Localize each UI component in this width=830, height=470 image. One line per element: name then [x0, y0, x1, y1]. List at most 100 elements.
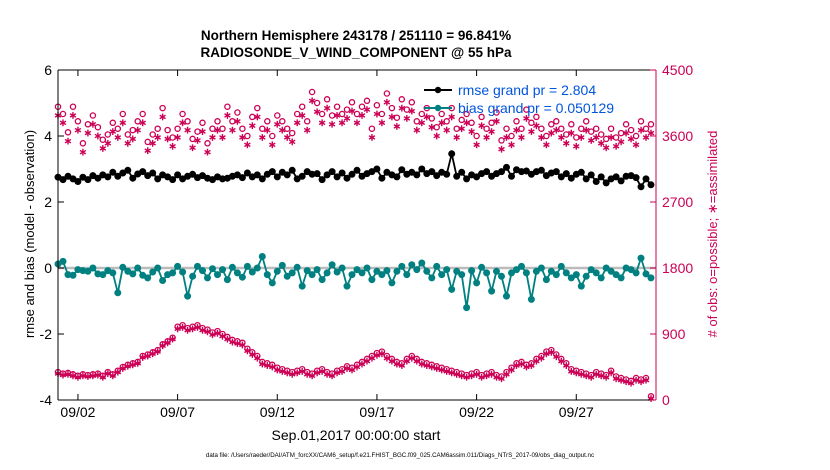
obs-assimilated-marker — [99, 145, 107, 152]
obs-assimilated-marker — [368, 354, 376, 362]
bias-point — [174, 262, 182, 270]
obs-possible-marker — [204, 140, 211, 147]
obs-assimilated-marker-stroke — [204, 329, 211, 335]
obs-assimilated-marker-stroke — [468, 373, 475, 379]
obs-assimilated-marker-stroke — [388, 358, 396, 364]
rmse-point — [258, 175, 266, 183]
rmse-point — [273, 173, 281, 181]
bias-point — [89, 264, 97, 272]
obs-assimilated-marker-stroke — [463, 374, 470, 380]
obs-assimilated-marker-stroke — [273, 367, 281, 373]
bias-point — [527, 295, 535, 303]
obs-possible-marker — [637, 118, 645, 125]
bias-point — [233, 269, 241, 277]
rmse-point — [59, 176, 67, 184]
rmse-point — [114, 172, 122, 180]
bias-point — [547, 267, 555, 275]
rmse-point — [473, 173, 481, 181]
obs-assimilated-marker — [338, 119, 346, 127]
obs-assimilated-marker-stroke — [244, 142, 251, 148]
obs-assimilated-marker-stroke — [513, 127, 520, 133]
bias-point — [532, 267, 540, 275]
obs-assimilated-marker-stroke — [64, 138, 72, 144]
bias-point — [503, 292, 510, 300]
obs-assimilated-marker-stroke — [318, 120, 326, 126]
bias-point — [278, 261, 286, 269]
y-right-tick-label: 2700 — [662, 194, 693, 210]
obs-assimilated-marker — [647, 129, 655, 137]
obs-possible-marker — [94, 123, 102, 131]
obs-assimilated-marker — [94, 132, 102, 140]
obs-assimilated-marker — [84, 129, 92, 137]
rmse-point — [637, 183, 645, 191]
obs-possible-marker — [498, 137, 505, 144]
bias-point — [214, 271, 221, 279]
obs-assimilated-marker — [139, 119, 147, 127]
rmse-point — [373, 165, 381, 173]
bias-point — [398, 262, 406, 270]
data-file-footnote: data file: /Users/raeder/DAI/ATM_forcXX/… — [206, 452, 594, 459]
obs-assimilated-marker — [597, 139, 605, 147]
obs-assimilated-marker — [577, 134, 585, 141]
obs-assimilated-marker-stroke — [553, 127, 560, 133]
bias-point — [288, 269, 296, 277]
obs-assimilated-marker — [563, 139, 570, 147]
obs-assimilated-marker-stroke — [199, 328, 206, 333]
bias-point — [582, 272, 590, 280]
obs-assimilated-marker-stroke — [602, 145, 610, 151]
obs-possible-marker — [199, 119, 206, 127]
rmse-point — [378, 174, 386, 182]
obs-assimilated-marker-stroke — [303, 127, 311, 133]
obs-assimilated-marker — [478, 373, 485, 381]
obs-assimilated-marker-stroke — [144, 353, 151, 359]
obs-assimilated-marker-stroke — [443, 369, 450, 374]
obs-assimilated-marker-stroke — [323, 372, 331, 377]
obs-assimilated-marker — [313, 369, 321, 377]
obs-possible-marker — [214, 118, 221, 125]
obs-assimilated-marker — [79, 148, 87, 156]
obs-assimilated-marker — [194, 137, 201, 144]
obs-assimilated-marker — [508, 366, 515, 374]
rmse-point — [537, 166, 545, 174]
obs-assimilated-marker-stroke — [403, 116, 411, 121]
obs-assimilated-marker-stroke — [533, 123, 540, 129]
obs-possible-marker — [269, 132, 276, 140]
rmse-point — [433, 172, 441, 180]
obs-assimilated-marker — [239, 341, 246, 349]
obs-possible-marker — [433, 123, 440, 131]
obs-assimilated-marker — [109, 372, 117, 380]
bias-point — [308, 271, 316, 279]
rmse-point — [298, 172, 306, 180]
obs-assimilated-marker-stroke — [229, 127, 236, 133]
obs-assimilated-marker — [642, 134, 650, 141]
obs-assimilated-marker-stroke — [244, 348, 251, 354]
obs-possible-marker — [308, 88, 316, 96]
obs-assimilated-marker — [89, 120, 97, 128]
obs-assimilated-marker-stroke — [234, 341, 241, 346]
obs-possible-marker — [164, 126, 171, 134]
rmse-point — [592, 178, 600, 185]
obs-assimilated-marker-stroke — [358, 113, 366, 118]
obs-assimilated-marker-stroke — [398, 363, 406, 368]
obs-assimilated-marker-stroke — [169, 143, 176, 149]
obs-assimilated-marker-stroke — [403, 358, 411, 364]
obs-possible-marker — [453, 125, 460, 132]
bias-point — [154, 264, 162, 272]
obs-possible-marker — [129, 126, 137, 134]
rmse-point — [318, 176, 326, 184]
bias-point — [478, 263, 486, 271]
obs-possible-marker — [513, 118, 520, 125]
obs-possible-marker — [398, 96, 406, 103]
obs-assimilated-marker-stroke — [219, 135, 226, 140]
legend-entry-label: bias grand pr = 0.050129 — [458, 100, 614, 116]
y-axis-left-label: rmse and bias (model - observation) — [22, 130, 37, 338]
obs-assimilated-marker — [169, 335, 176, 343]
obs-assimilated-marker-stroke — [478, 374, 485, 380]
obs-assimilated-marker — [567, 368, 575, 375]
obs-possible-marker — [79, 140, 87, 147]
obs-assimilated-marker — [174, 325, 181, 333]
obs-possible-marker — [254, 104, 261, 112]
obs-assimilated-marker-stroke — [184, 127, 191, 133]
obs-assimilated-marker — [448, 113, 455, 121]
obs-assimilated-marker-stroke — [503, 135, 510, 140]
